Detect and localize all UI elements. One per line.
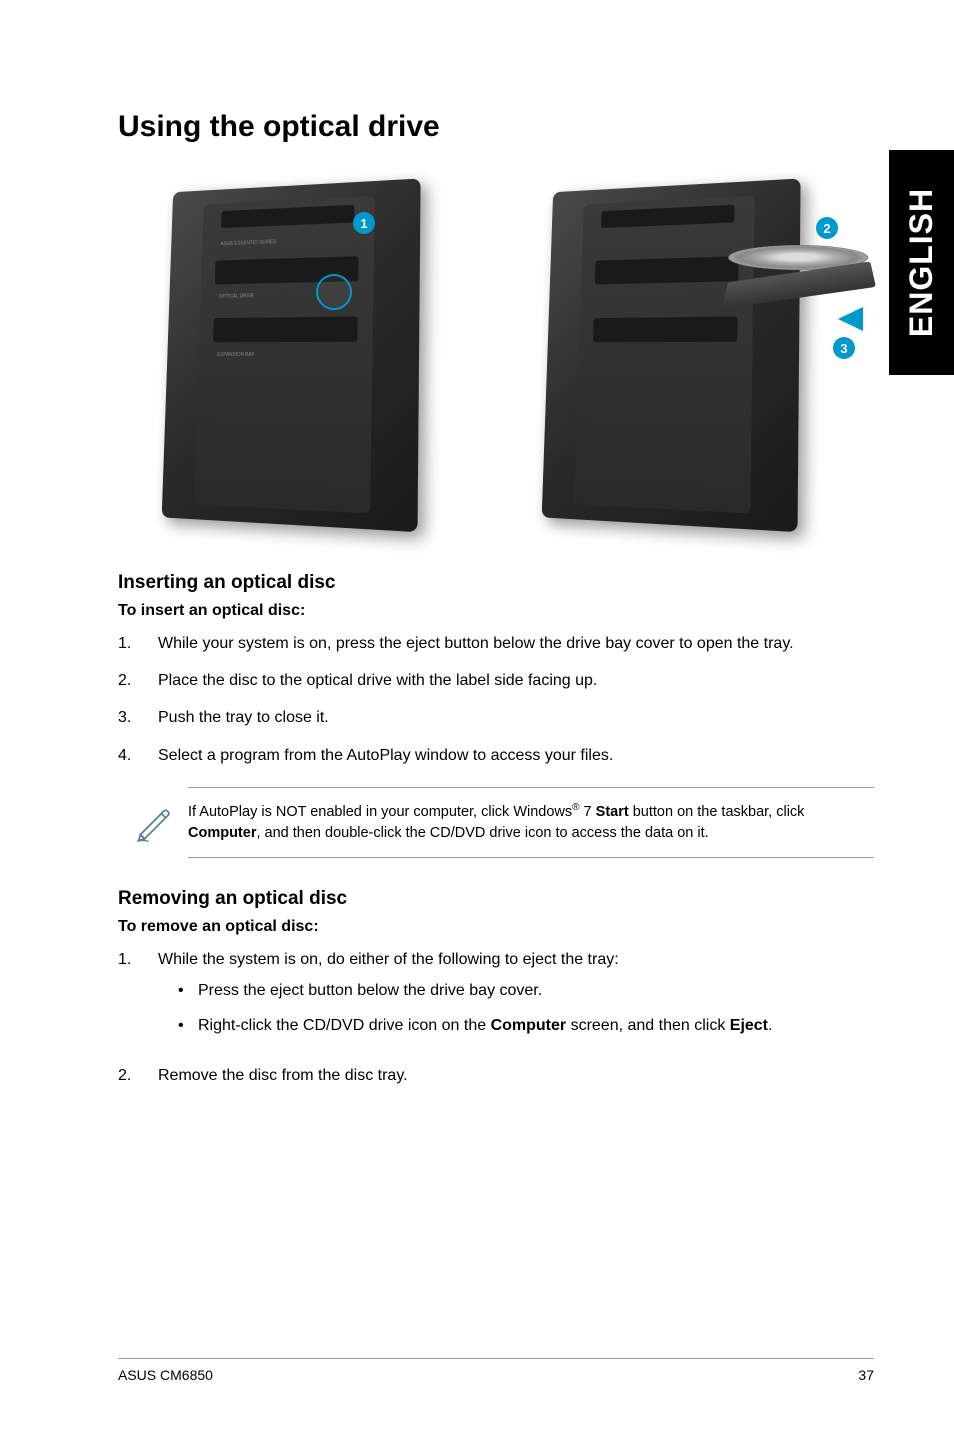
insert-step-2: 2. Place the disc to the optical drive w… (118, 669, 874, 692)
eject-options: • Press the eject button below the drive… (158, 979, 874, 1037)
page-title: Using the optical drive (118, 110, 874, 144)
expansion-bay-slot (213, 316, 358, 342)
bullet-text: Press the eject button below the drive b… (198, 979, 542, 1002)
step-text: Select a program from the AutoPlay windo… (158, 744, 874, 767)
page-footer: ASUS CM6850 37 (118, 1358, 874, 1383)
tower-front-panel: ASUS ESSENTIO SERIES OPTICAL DRIVE EXPAN… (194, 196, 374, 514)
eject-option-2: • Right-click the CD/DVD drive icon on t… (158, 1014, 874, 1037)
step-text: Push the tray to close it. (158, 706, 874, 729)
autoplay-note: If AutoPlay is NOT enabled in your compu… (118, 787, 874, 858)
note-post: , and then double-click the CD/DVD drive… (256, 825, 708, 841)
insert-steps: 1. While your system is on, press the ej… (118, 632, 874, 767)
b2-mid: screen, and then click (566, 1017, 730, 1034)
remove-subhead: To remove an optical disc: (118, 918, 874, 936)
bullet-text-wrap: Right-click the CD/DVD drive icon on the… (198, 1014, 772, 1037)
page-content: Using the optical drive ASUS ESSENTIO SE… (0, 0, 954, 1438)
tower-body-open (542, 178, 801, 532)
bullet-dot: • (158, 979, 198, 1002)
footer-model: ASUS CM6850 (118, 1367, 213, 1383)
tower-open-illustration: 2 3 (498, 172, 858, 532)
insert-step-3: 3. Push the tray to close it. (118, 706, 874, 729)
note-pre: If AutoPlay is NOT enabled in your compu… (188, 804, 572, 820)
pencil-icon (132, 801, 174, 843)
illustration-row: ASUS ESSENTIO SERIES OPTICAL DRIVE EXPAN… (118, 172, 874, 532)
drive-bay-slot-open (595, 256, 739, 284)
step-number: 1. (118, 948, 158, 1050)
insert-subhead: To insert an optical disc: (118, 602, 874, 620)
step-text: Place the disc to the optical drive with… (158, 669, 874, 692)
top-ports (221, 205, 354, 228)
eject-button-highlight (316, 274, 352, 310)
step-number: 3. (118, 706, 158, 729)
note-text: If AutoPlay is NOT enabled in your compu… (188, 787, 874, 858)
note-mid: 7 (580, 804, 596, 820)
tower-closed-illustration: ASUS ESSENTIO SERIES OPTICAL DRIVE EXPAN… (118, 172, 478, 532)
step-number: 2. (118, 1064, 158, 1087)
remove-step-1: 1. While the system is on, do either of … (118, 948, 874, 1050)
tower-front-panel-open (574, 196, 754, 514)
note-mid2: button on the taskbar, click (629, 804, 805, 820)
remove-heading: Removing an optical disc (118, 888, 874, 910)
step-number: 4. (118, 744, 158, 767)
step-number: 2. (118, 669, 158, 692)
series-label: ASUS ESSENTIO SERIES (220, 239, 276, 247)
note-start-bold: Start (596, 804, 629, 820)
callout-3: 3 (833, 337, 855, 359)
note-computer-bold: Computer (188, 825, 256, 841)
top-ports-open (601, 205, 734, 228)
step-text: Remove the disc from the disc tray. (158, 1064, 874, 1087)
b2-eject: Eject (730, 1017, 768, 1034)
step-text: While the system is on, do either of the… (158, 951, 619, 968)
insert-step-4: 4. Select a program from the AutoPlay wi… (118, 744, 874, 767)
step-text: While your system is on, press the eject… (158, 632, 874, 655)
b2-comp: Computer (491, 1017, 567, 1034)
remove-steps: 1. While the system is on, do either of … (118, 948, 874, 1087)
eject-option-1: • Press the eject button below the drive… (158, 979, 874, 1002)
note-pencil-icon (118, 787, 188, 858)
callout-1: 1 (353, 212, 375, 234)
callout-2: 2 (816, 217, 838, 239)
b2-post: . (768, 1017, 772, 1034)
expansion-bay-slot-open (593, 316, 738, 342)
remove-step-2: 2. Remove the disc from the disc tray. (118, 1064, 874, 1087)
push-arrow-icon (838, 307, 863, 331)
step-text-wrap: While the system is on, do either of the… (158, 948, 874, 1050)
note-sup: ® (572, 802, 579, 813)
expansion-label: EXPANSION BAY (217, 352, 254, 358)
footer-page-number: 37 (858, 1367, 874, 1383)
bullet-dot: • (158, 1014, 198, 1037)
b2-pre: Right-click the CD/DVD drive icon on the (198, 1017, 491, 1034)
tower-body: ASUS ESSENTIO SERIES OPTICAL DRIVE EXPAN… (162, 178, 421, 532)
insert-heading: Inserting an optical disc (118, 572, 874, 594)
step-number: 1. (118, 632, 158, 655)
optical-label: OPTICAL DRIVE (219, 293, 254, 299)
insert-step-1: 1. While your system is on, press the ej… (118, 632, 874, 655)
